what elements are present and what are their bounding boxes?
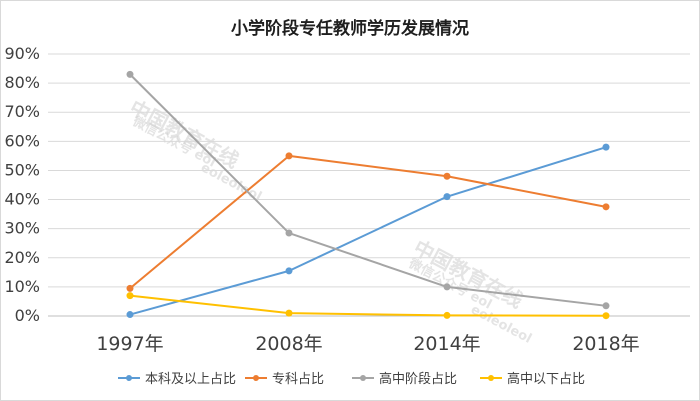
legend-marker xyxy=(488,375,494,381)
series-line xyxy=(129,294,607,317)
y-tick-label: 20% xyxy=(4,248,40,267)
y-tick-label: 40% xyxy=(4,190,40,209)
chart-title: 小学阶段专任教师学历发展情况 xyxy=(231,18,469,39)
x-tick-label: 2008年 xyxy=(255,333,322,355)
series-line xyxy=(129,73,607,307)
x-tick-label: 1997年 xyxy=(96,333,163,355)
y-tick-label: 30% xyxy=(4,219,40,238)
x-tick-label: 2018年 xyxy=(572,333,639,355)
y-tick-label: 80% xyxy=(4,73,40,92)
series-line xyxy=(129,146,607,316)
data-point xyxy=(126,311,134,319)
data-point xyxy=(443,311,451,319)
y-tick-label: 60% xyxy=(4,131,40,150)
legend-label: 专科占比 xyxy=(272,372,324,387)
data-point xyxy=(443,193,451,201)
data-point xyxy=(602,312,610,320)
data-point xyxy=(443,172,451,180)
y-axis: 0% 10% 20% 30% 40% 50% 60% 70% 80% 90% xyxy=(4,44,40,325)
legend-label: 本科及以上占比 xyxy=(145,372,236,387)
y-tick-label: 90% xyxy=(4,44,40,63)
data-point xyxy=(126,292,134,300)
data-point xyxy=(602,143,610,151)
data-point xyxy=(126,70,134,78)
legend-marker xyxy=(253,375,259,381)
y-tick-label: 50% xyxy=(4,160,40,179)
data-point xyxy=(443,283,451,291)
legend-marker xyxy=(360,375,366,381)
watermark-layer: 中国教育在线 微信公众号 eol eoleoleol 中国教育在线 微信公众号 … xyxy=(126,95,534,347)
legend: 本科及以上占比 专科占比 高中阶段占比 高中以下占比 xyxy=(118,371,585,387)
y-tick-label: 0% xyxy=(15,306,40,325)
x-tick-label: 2014年 xyxy=(413,333,480,355)
legend-marker xyxy=(126,375,132,381)
series-layer xyxy=(126,70,610,320)
legend-label: 高中阶段占比 xyxy=(379,371,457,387)
data-point xyxy=(285,152,293,160)
y-tick-label: 10% xyxy=(4,277,40,296)
x-axis: 1997年 2008年 2014年 2018年 xyxy=(96,333,639,355)
data-point xyxy=(285,229,293,237)
data-point xyxy=(602,203,610,211)
series-line xyxy=(129,154,607,290)
data-point xyxy=(285,309,293,317)
data-point xyxy=(285,267,293,275)
legend-label: 高中以下占比 xyxy=(507,371,585,387)
data-point xyxy=(126,284,134,292)
data-point xyxy=(602,302,610,310)
y-tick-label: 70% xyxy=(4,102,40,121)
